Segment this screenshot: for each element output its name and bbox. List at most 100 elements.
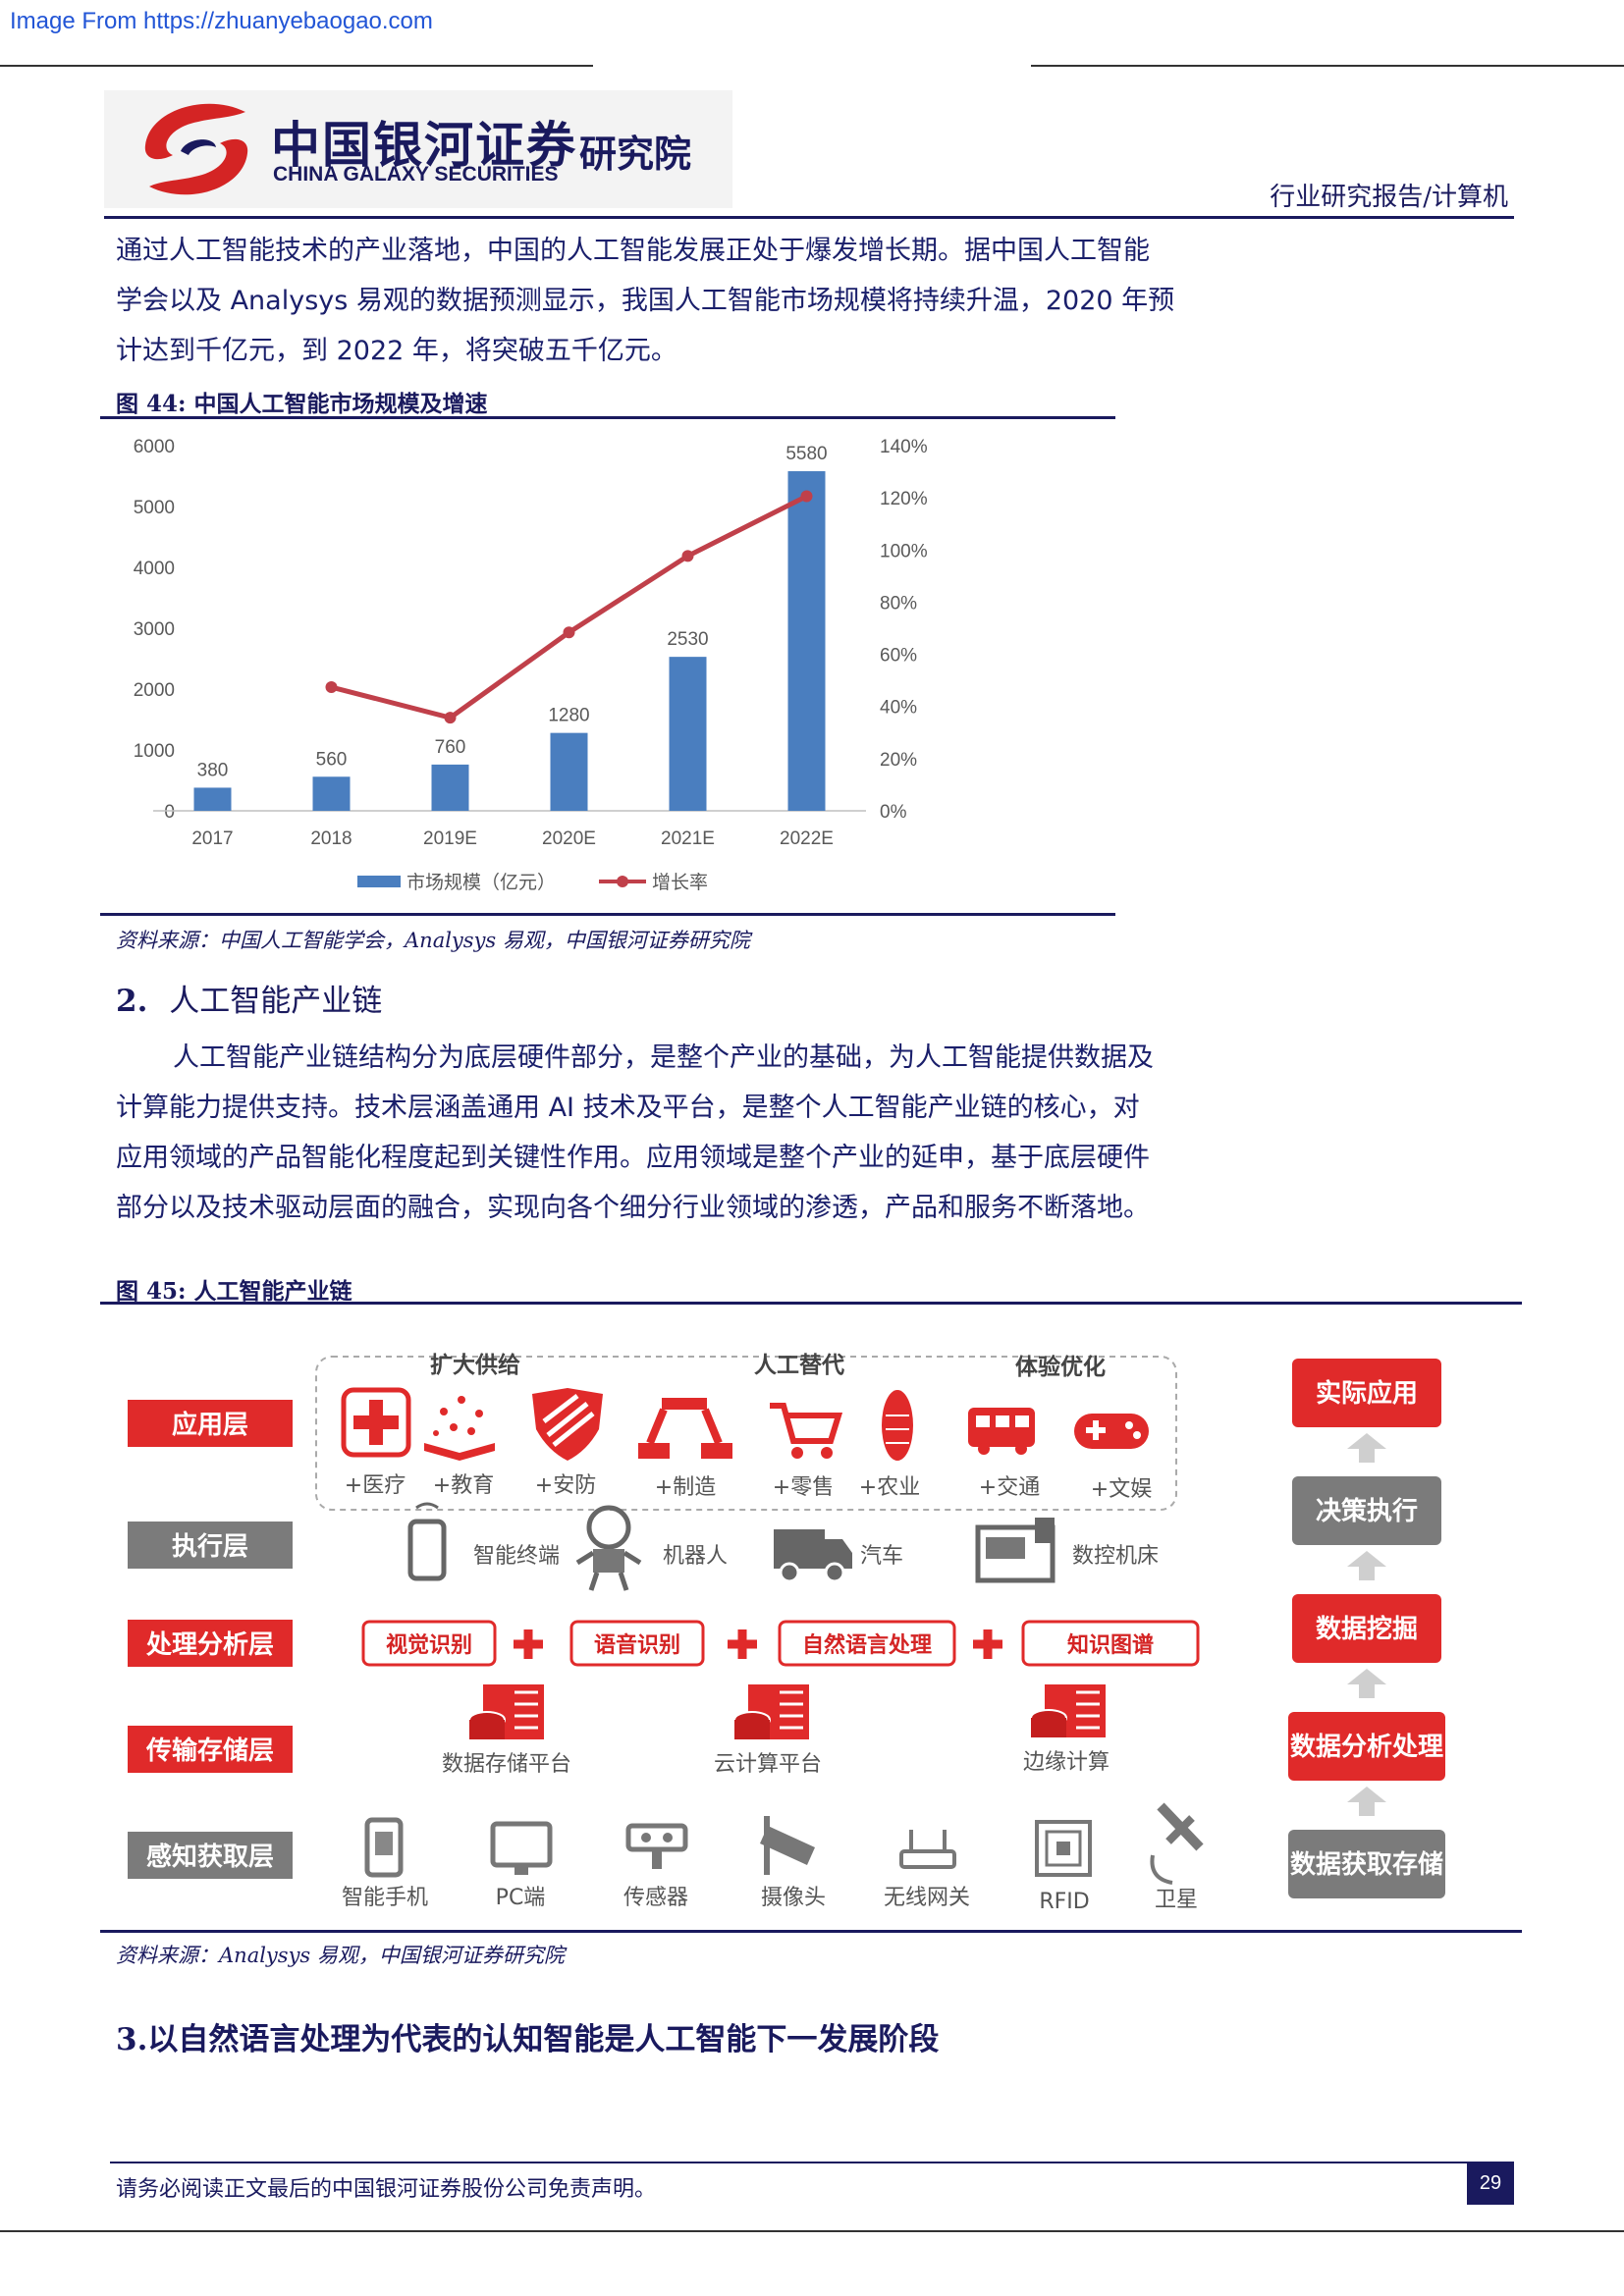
- x-category-label: 2017: [191, 828, 233, 849]
- chart-legend: 市场规模（亿元） 增长率: [357, 872, 708, 893]
- section2-heading: 2. 人工智能产业链: [116, 976, 382, 1020]
- bar: [550, 732, 588, 811]
- right-tick-label: 100%: [880, 541, 928, 561]
- satellite-icon: [1150, 1802, 1204, 1885]
- bar-data-labels: 380 560 760 1280 2530 5580: [197, 444, 828, 780]
- application-group-frame: [315, 1356, 1177, 1511]
- flow-decision-label: 决策执行: [1316, 1496, 1418, 1526]
- ai-industry-chain-diagram: 应用层 执行层 处理分析层 传输存储层 感知获取层 扩大供给 人工替代 体验优化: [128, 1352, 1445, 1914]
- bar: [431, 764, 469, 811]
- education-icon: [424, 1396, 495, 1461]
- arrow-up-icon: [1347, 1669, 1386, 1698]
- top-rule-right: [1031, 65, 1624, 67]
- sense-pc-label: PC端: [496, 1886, 546, 1910]
- x-category-label: 2022E: [780, 828, 834, 849]
- layer-application-label: 应用层: [172, 1410, 248, 1440]
- report-category: 行业研究报告/计算机: [1270, 183, 1508, 212]
- bar-data-label: 2530: [667, 629, 708, 650]
- app-agriculture-label: +农业: [859, 1475, 920, 1500]
- layer-execution-label: 执行层: [172, 1531, 248, 1562]
- layer-execution-box: [128, 1522, 293, 1569]
- bar-series: [193, 471, 826, 811]
- legend-line-marker: [617, 876, 628, 887]
- x-category-label: 2019E: [423, 828, 477, 849]
- left-tick-label: 2000: [134, 680, 175, 701]
- proc-speech-box: [569, 1620, 705, 1667]
- x-category-label: 2020E: [542, 828, 596, 849]
- page-number: 29: [1467, 2162, 1514, 2205]
- watermark-link[interactable]: Image From https://zhuanyebaogao.com: [10, 8, 433, 34]
- rfid-icon: [1035, 1820, 1092, 1877]
- legend-bar-label: 市场规模（亿元）: [406, 872, 556, 893]
- growth-point: [325, 681, 338, 694]
- app-transport-label: +交通: [979, 1475, 1040, 1500]
- bar-data-label: 560: [316, 749, 348, 770]
- robot-icon: [575, 1505, 642, 1591]
- figure44-source: 资料来源：中国人工智能学会，Analysys 易观，中国银河证券研究院: [116, 929, 750, 952]
- camera-icon: [760, 1816, 815, 1875]
- group-expand-supply: 扩大供给: [430, 1352, 520, 1378]
- transport-bus-icon: [968, 1408, 1035, 1455]
- exec-car-label: 汽车: [860, 1544, 903, 1569]
- figure45-bottom-rule: [100, 1930, 1522, 1933]
- arrow-up-icon: [1347, 1787, 1386, 1816]
- bar-data-label: 1280: [548, 706, 589, 726]
- app-retail-label: +零售: [773, 1475, 834, 1500]
- section2-line: 计算能力提供支持。技术层涵盖通用 AI 技术及平台，是整个人工智能产业链的核心，…: [116, 1093, 1140, 1123]
- bar: [193, 787, 232, 811]
- app-medical-label: +医疗: [345, 1473, 406, 1498]
- server-edge-icon: [1030, 1684, 1106, 1737]
- app-education-label: +教育: [433, 1473, 494, 1498]
- sense-phone-label: 智能手机: [342, 1886, 428, 1910]
- legend-bar-swatch: [357, 876, 401, 887]
- app-manufacturing-label: +制造: [655, 1475, 716, 1500]
- section2-line: 应用领域的产品智能化程度起到关键性作用。应用领域是整个产业的延申，基于底层硬件: [116, 1143, 1150, 1173]
- growth-point: [800, 490, 813, 503]
- proc-speech-label: 语音识别: [594, 1632, 680, 1658]
- agriculture-corn-icon: [882, 1390, 913, 1461]
- left-tick-label: 6000: [134, 437, 175, 457]
- section3-heading: 3.以自然语言处理为代表的认知智能是人工智能下一发展阶段: [116, 2022, 940, 2057]
- flow-analysis-label: 数据分析处理: [1290, 1733, 1443, 1762]
- growth-point: [563, 626, 575, 639]
- cnc-machine-icon: [975, 1518, 1056, 1583]
- section2-line: 人工智能产业链结构分为底层硬件部分，是整个产业的基础，为人工智能提供数据及: [173, 1042, 1154, 1073]
- intro-line: 计达到千亿元，到 2022 年，将突破五千亿元。: [116, 336, 677, 366]
- footer-disclaimer: 请务必阅读正文最后的中国银河证券股份公司免责声明。: [116, 2177, 657, 2202]
- layer-processing-box: [128, 1620, 293, 1667]
- medical-icon: [341, 1387, 411, 1458]
- intro-paragraph: 通过人工智能技术的产业落地，中国的人工智能发展正处于爆发增长期。据中国人工智能 …: [116, 226, 1225, 376]
- manufacturing-robot-arm-icon: [638, 1398, 732, 1459]
- legend-line-label: 增长率: [652, 872, 708, 893]
- layer-storage-box: [128, 1726, 293, 1773]
- retail-cart-icon: [770, 1403, 843, 1459]
- plus-icon: [514, 1629, 543, 1659]
- proc-nlp-label: 自然语言处理: [802, 1632, 932, 1658]
- layer-storage-label: 传输存储层: [145, 1735, 274, 1766]
- right-tick-label: 0%: [880, 802, 907, 823]
- security-shield-icon: [532, 1388, 603, 1461]
- flow-application-label: 实际应用: [1316, 1378, 1418, 1409]
- flow-mining-label: 数据挖掘: [1316, 1614, 1418, 1644]
- left-axis-ticks: 0 1000 2000 3000 4000 5000 6000: [134, 437, 175, 823]
- proc-knowledge-box: [1021, 1620, 1200, 1667]
- group-labor-replacement: 人工替代: [754, 1353, 844, 1378]
- arrow-up-icon: [1347, 1433, 1386, 1463]
- plus-icon: [728, 1629, 757, 1659]
- arrow-up-icon: [1347, 1551, 1386, 1580]
- growth-rate-points: [325, 490, 813, 724]
- flow-column: 实际应用 决策执行 数据挖掘 数据分析处理 数据获取存储: [1288, 1359, 1445, 1898]
- car-truck-icon: [774, 1529, 852, 1583]
- x-category-label: 2021E: [661, 828, 715, 849]
- right-tick-label: 20%: [880, 750, 917, 771]
- group-experience-optimization: 体验优化: [1015, 1354, 1106, 1380]
- layer-sensing-label: 感知获取层: [146, 1842, 274, 1872]
- sense-sensor-label: 传感器: [623, 1886, 688, 1910]
- plus-icon: [973, 1629, 1002, 1659]
- bar: [312, 776, 351, 811]
- wireless-gateway-icon: [899, 1830, 956, 1869]
- storage-data-platform-label: 数据存储平台: [442, 1752, 571, 1777]
- section2-title: 人工智能产业链: [169, 984, 383, 1019]
- exec-terminal-label: 智能终端: [473, 1544, 560, 1569]
- sense-rfid-label: RFID: [1039, 1890, 1089, 1914]
